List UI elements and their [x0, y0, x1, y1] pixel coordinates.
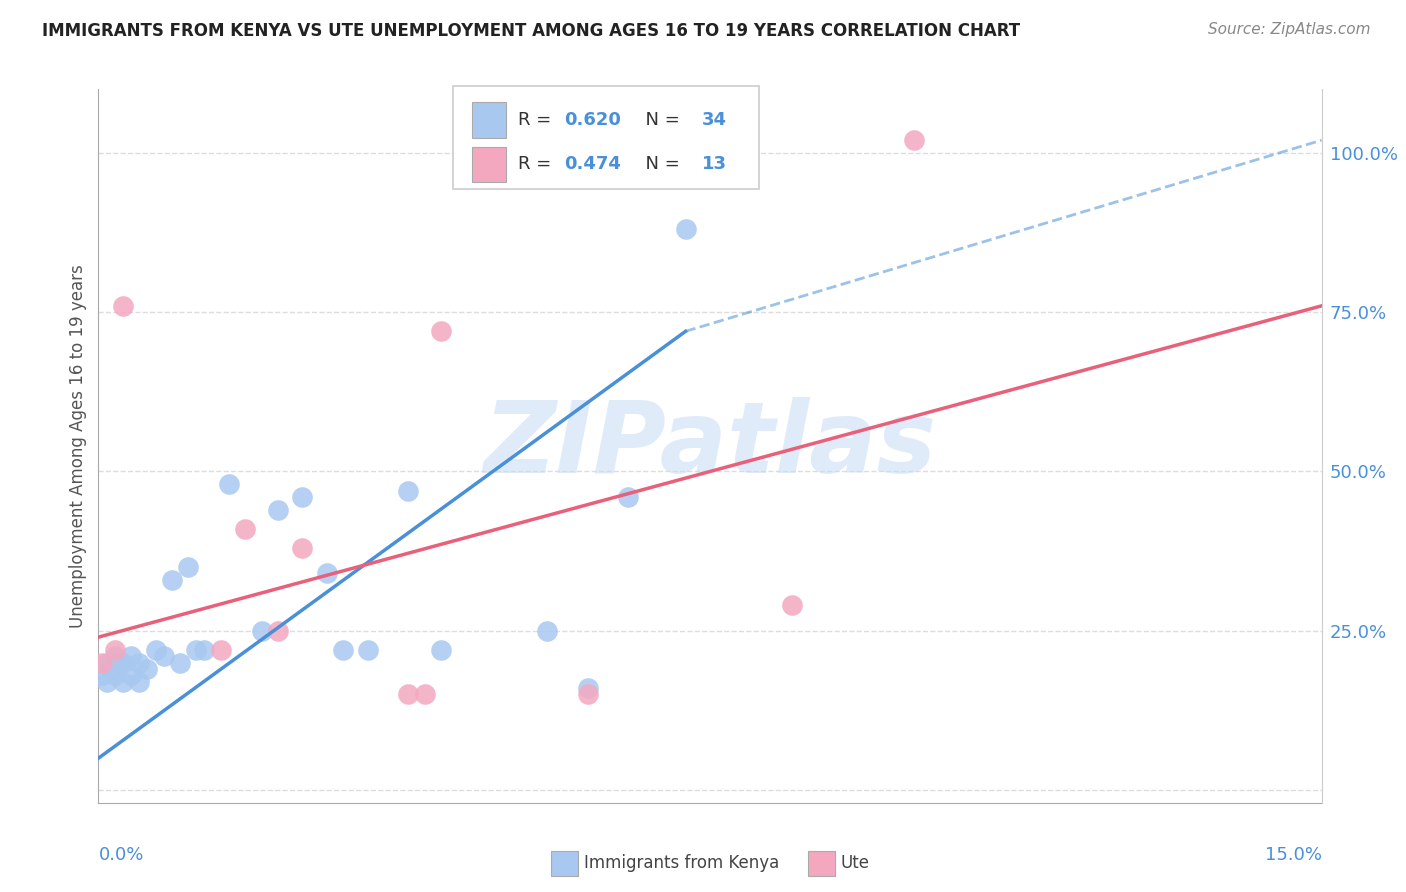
Text: R =: R = — [517, 111, 557, 129]
Point — [209, 643, 232, 657]
Point — [903, 133, 925, 147]
Point — [250, 624, 273, 638]
Text: ZIPatlas: ZIPatlas — [484, 398, 936, 494]
Point — [177, 560, 200, 574]
Y-axis label: Unemployment Among Ages 16 to 19 years: Unemployment Among Ages 16 to 19 years — [69, 264, 87, 628]
Point — [218, 477, 240, 491]
Point — [576, 688, 599, 702]
Text: 0.620: 0.620 — [564, 111, 621, 129]
Point — [291, 541, 314, 555]
Text: R =: R = — [517, 155, 557, 173]
Point — [332, 643, 354, 657]
Point — [396, 688, 419, 702]
Point — [111, 656, 134, 670]
Point — [413, 688, 436, 702]
Point — [186, 643, 208, 657]
Text: N =: N = — [634, 111, 686, 129]
Point — [152, 649, 174, 664]
Bar — [471, 103, 506, 138]
Point — [780, 599, 803, 613]
Point — [430, 643, 453, 657]
Point — [356, 643, 378, 657]
Point — [120, 668, 142, 682]
Bar — [471, 146, 506, 182]
Text: 0.474: 0.474 — [564, 155, 621, 173]
Point — [96, 674, 118, 689]
Point — [430, 324, 453, 338]
Point — [111, 299, 134, 313]
Point — [100, 662, 122, 676]
Text: Source: ZipAtlas.com: Source: ZipAtlas.com — [1208, 22, 1371, 37]
Point — [193, 643, 215, 657]
Point — [104, 668, 127, 682]
Point — [136, 662, 159, 676]
Text: 13: 13 — [702, 155, 727, 173]
Point — [108, 656, 131, 670]
Point — [96, 656, 118, 670]
Point — [536, 624, 558, 638]
Point — [104, 643, 127, 657]
Point — [576, 681, 599, 695]
Bar — [551, 851, 578, 876]
Point — [233, 522, 256, 536]
Point — [396, 483, 419, 498]
Point — [267, 624, 290, 638]
Text: 0.0%: 0.0% — [98, 846, 143, 863]
Bar — [808, 851, 835, 876]
Point — [91, 668, 114, 682]
Point — [169, 656, 191, 670]
FancyBboxPatch shape — [453, 86, 759, 189]
Text: N =: N = — [634, 155, 686, 173]
Point — [128, 674, 150, 689]
Text: Ute: Ute — [841, 855, 870, 872]
Point — [128, 656, 150, 670]
Point — [104, 649, 127, 664]
Point — [91, 656, 114, 670]
Text: Immigrants from Kenya: Immigrants from Kenya — [583, 855, 779, 872]
Text: 34: 34 — [702, 111, 727, 129]
Point — [617, 490, 640, 504]
Point — [120, 649, 142, 664]
Point — [111, 674, 134, 689]
Text: 15.0%: 15.0% — [1264, 846, 1322, 863]
Point — [145, 643, 167, 657]
Point — [291, 490, 314, 504]
Point — [675, 222, 697, 236]
Point — [267, 502, 290, 516]
Point — [160, 573, 183, 587]
Point — [315, 566, 337, 581]
Text: IMMIGRANTS FROM KENYA VS UTE UNEMPLOYMENT AMONG AGES 16 TO 19 YEARS CORRELATION : IMMIGRANTS FROM KENYA VS UTE UNEMPLOYMEN… — [42, 22, 1021, 40]
